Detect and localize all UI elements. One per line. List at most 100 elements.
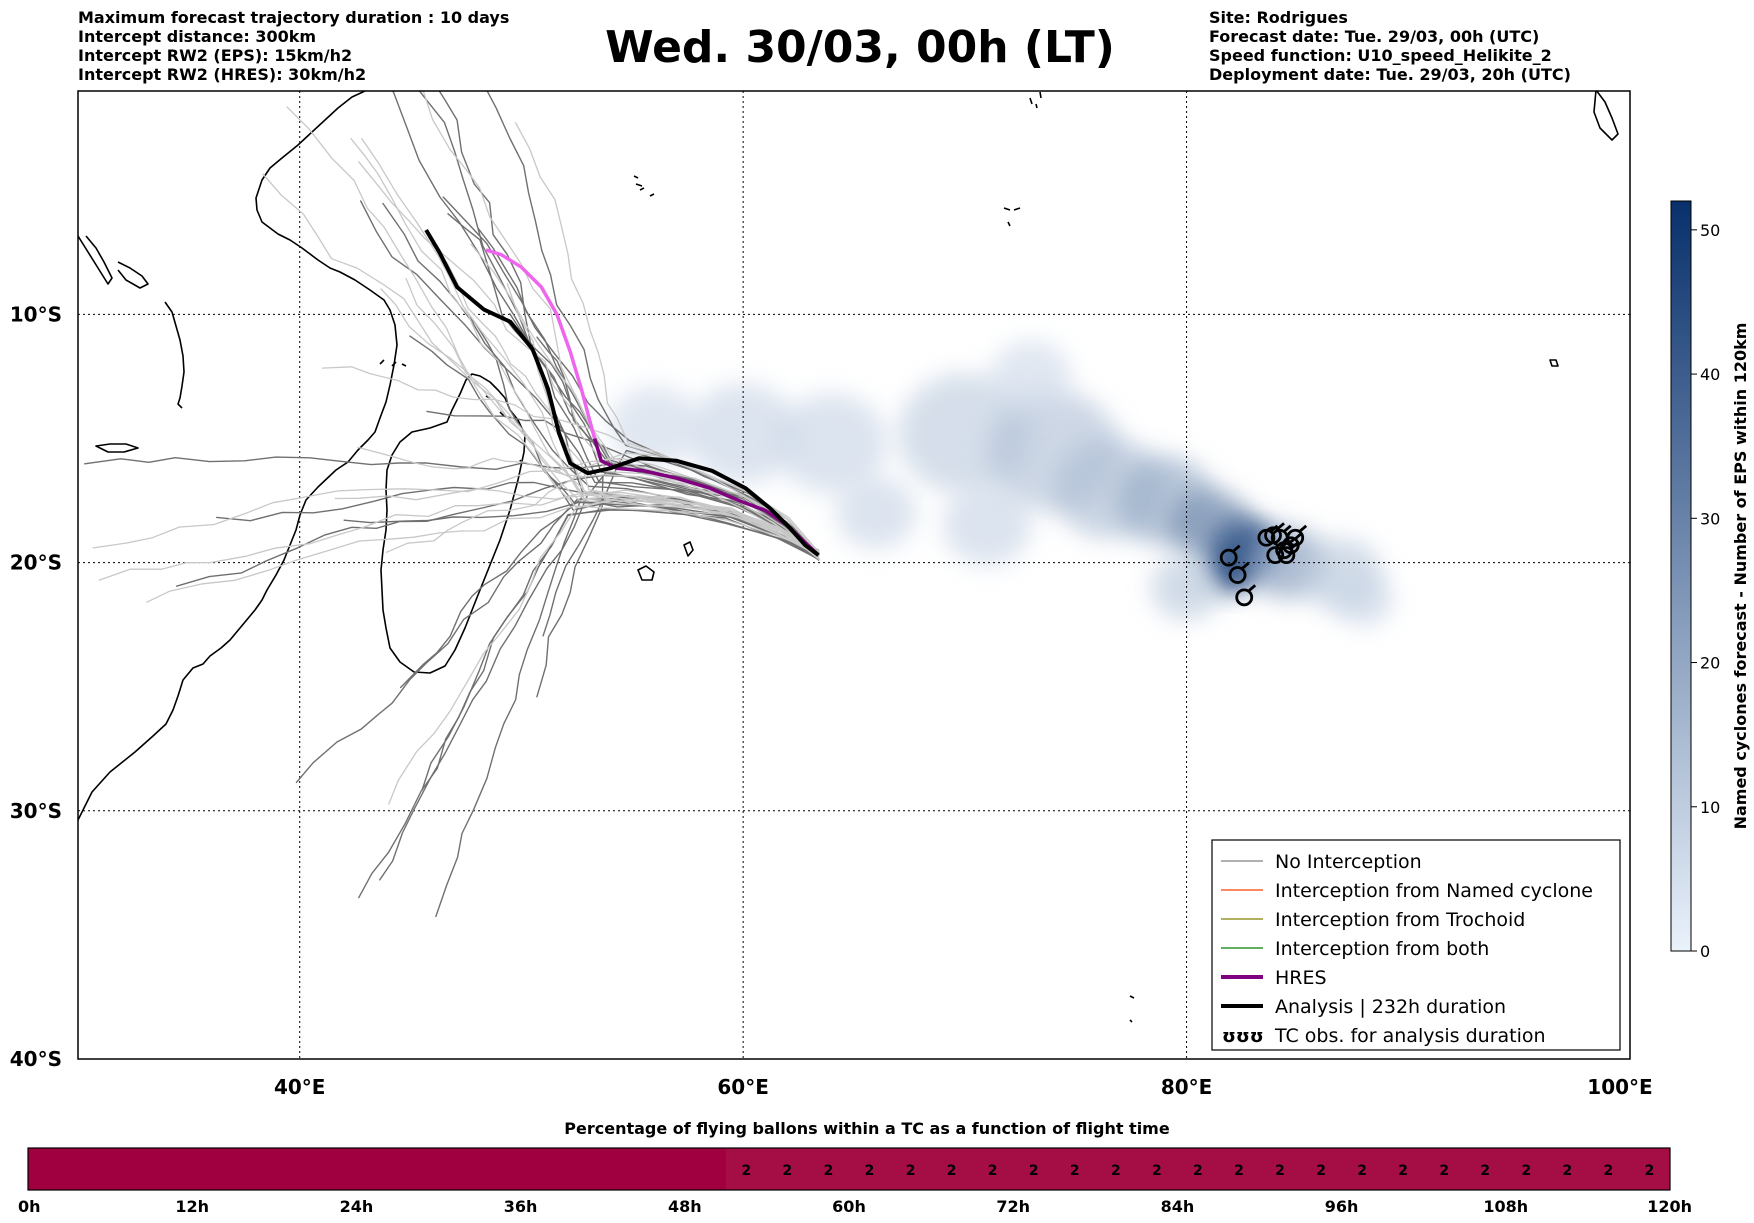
header-left-line: Maximum forecast trajectory duration : 1…: [78, 8, 510, 27]
flight-bar-value: 2: [1111, 1163, 1121, 1179]
colorbar-gradient: [1670, 200, 1692, 952]
tc-obs-symbol: [1228, 561, 1250, 584]
flight-bar-value-region: [725, 1148, 1670, 1190]
legend-tc-symbol: ʊʊʊ: [1222, 1026, 1264, 1047]
legend-label: Interception from both: [1275, 938, 1489, 960]
density-blob: [687, 383, 799, 484]
eps-trajectory: [334, 488, 820, 559]
colorbar-tick-label: 20: [1700, 654, 1720, 673]
flight-bar-tick-label: 12h: [175, 1197, 209, 1216]
flight-bar-value: 2: [1645, 1163, 1655, 1179]
lon-tick-label: 60°E: [717, 1075, 769, 1099]
eps-trajectory: [295, 498, 820, 784]
flight-bar-value: 2: [1521, 1163, 1531, 1179]
eps-trajectory: [509, 313, 820, 556]
legend-label: Analysis | 232h duration: [1275, 996, 1506, 1018]
eps-trajectory: [391, 91, 820, 561]
lon-tick-label: 80°E: [1161, 1075, 1213, 1099]
eps-trajectory: [262, 173, 820, 553]
flight-bar-tick-label: 36h: [504, 1197, 538, 1216]
flight-bar-value: 2: [1563, 1163, 1573, 1179]
flight-bar-tick-label: 60h: [832, 1197, 866, 1216]
cyclone-density-field: [610, 340, 1393, 626]
density-blob: [836, 477, 917, 549]
eps-trajectory: [361, 138, 820, 553]
lat-tick-label: 10°S: [10, 302, 62, 326]
eps-trajectory: [470, 243, 820, 558]
legend-entry: No Interception: [1221, 851, 1422, 873]
flight-bar-frame: [27, 1147, 1671, 1191]
legend-entry: ʊʊʊ TC obs. for analysis duration: [1222, 1025, 1546, 1047]
legend-label: TC obs. for analysis duration: [1274, 1025, 1546, 1047]
flight-bar-value: 2: [906, 1163, 916, 1179]
flight-bar-value: 2: [1193, 1163, 1203, 1179]
flight-bar-value: 2: [1029, 1163, 1039, 1179]
eps-trajectory: [360, 200, 820, 553]
colorbar-tick-label: 0: [1700, 942, 1710, 961]
header-left-line: Intercept RW2 (HRES): 30km/h2: [78, 65, 367, 84]
lat-tick-label: 30°S: [10, 799, 62, 823]
lon-tick-label: 100°E: [1587, 1075, 1652, 1099]
flight-bar-tick-label: 72h: [996, 1197, 1030, 1216]
eps-trajectory: [536, 474, 820, 698]
header-left-line: Intercept distance: 300km: [78, 27, 317, 46]
eps-ensemble-trajectories: [83, 91, 820, 918]
flight-bar-value: 2: [865, 1163, 875, 1179]
flight-bar-value: 2: [1152, 1163, 1162, 1179]
flight-bar-value: 2: [1070, 1163, 1080, 1179]
header-right-info: Site: Rodrigues Forecast date: Tue. 29/0…: [1209, 8, 1571, 84]
tc-obs-symbol: [1235, 584, 1257, 607]
legend-label: Interception from Named cyclone: [1275, 880, 1593, 902]
flight-bar-value: 2: [1316, 1163, 1326, 1179]
eps-trajectory: [405, 277, 820, 552]
eps-trajectory: [388, 499, 820, 805]
flight-bar-tick-label: 84h: [1161, 1197, 1195, 1216]
flight-bar-value: 2: [783, 1163, 793, 1179]
legend-label: Interception from Trochoid: [1275, 909, 1525, 931]
eps-trajectory: [461, 308, 820, 560]
map-frame: [77, 90, 1631, 1060]
map-area: [78, 91, 1630, 1059]
flight-bar-value: 2: [1275, 1163, 1285, 1179]
tc-obs-symbol: [1286, 524, 1308, 547]
colorbar-label: Named cyclones forecast - Number of EPS …: [1731, 323, 1750, 830]
flight-bar-value: 2: [1439, 1163, 1449, 1179]
colorbar-tick-label: 50: [1700, 221, 1720, 240]
legend-entry: HRES: [1221, 967, 1327, 989]
header-right-line: Forecast date: Tue. 29/03, 00h (UTC): [1209, 27, 1540, 46]
density-blob: [1335, 573, 1393, 626]
page-title: Wed. 30/03, 00h (LT): [605, 22, 1115, 73]
colorbar-tick-label: 40: [1700, 365, 1720, 384]
legend-label: No Interception: [1275, 851, 1422, 873]
lat-tick-label: 40°S: [10, 1047, 62, 1071]
header-right-line: Deployment date: Tue. 29/03, 20h (UTC): [1209, 65, 1571, 84]
flight-bar-tick-label: 24h: [340, 1197, 374, 1216]
flight-bar-tick-label: 48h: [668, 1197, 702, 1216]
map-legend: No Interception Interception from Named c…: [1211, 839, 1621, 1051]
sri-lanka: [1593, 91, 1619, 141]
eps-trajectory: [418, 91, 820, 551]
flight-bar-tick-label: 108h: [1483, 1197, 1528, 1216]
flight-bar-title: Percentage of flying ballons within a TC…: [564, 1119, 1170, 1138]
header-right-line: Speed function: U10_speed_Helikite_2: [1209, 46, 1552, 65]
header-left-info: Maximum forecast trajectory duration : 1…: [78, 8, 509, 84]
red-sea-coast: [78, 235, 113, 285]
legend-entry: Interception from both: [1221, 938, 1489, 960]
density-blob: [942, 485, 1032, 566]
chagos-islands: [1003, 207, 1021, 227]
legend-entry: Interception from Named cyclone: [1221, 880, 1593, 902]
eps-trajectory: [514, 122, 820, 555]
eps-trajectory: [350, 138, 820, 555]
rodrigues-island: [1549, 359, 1559, 367]
flight-bar-tick-label: 96h: [1325, 1197, 1359, 1216]
eps-trajectory: [146, 505, 820, 603]
flight-time-bar: Percentage of flying ballons within a TC…: [18, 1119, 1692, 1216]
flight-bar-value: 2: [1480, 1163, 1490, 1179]
colorbar-tick-label: 30: [1700, 509, 1720, 528]
flight-bar-value: 2: [742, 1163, 752, 1179]
flight-bar-value: 2: [988, 1163, 998, 1179]
tc-observations: [1219, 522, 1308, 607]
density-blob: [991, 340, 1072, 413]
mauritius-island: [683, 541, 694, 557]
